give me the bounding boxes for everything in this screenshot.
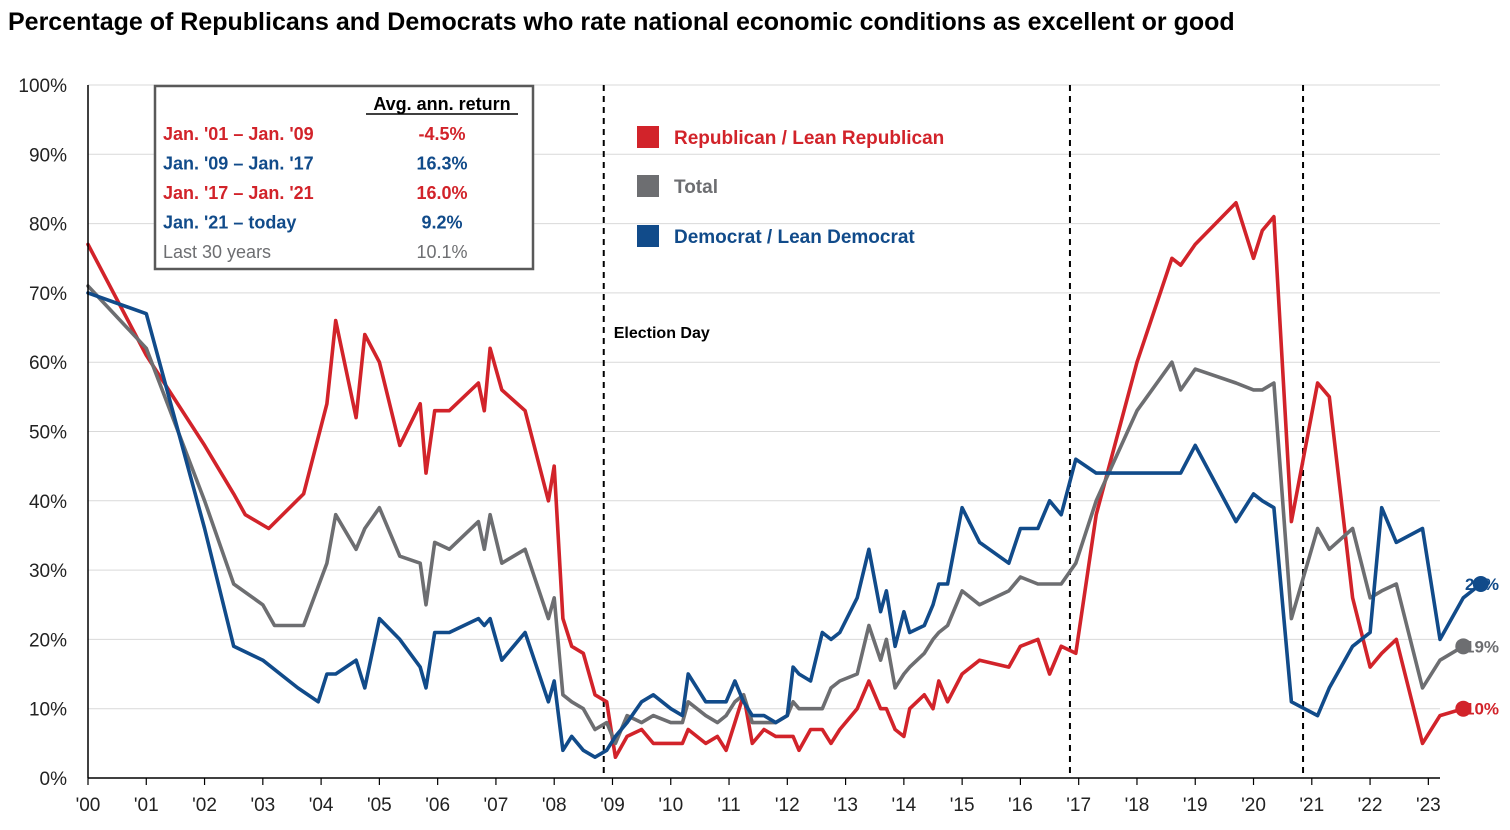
y-tick-label: 30% [29, 561, 67, 582]
x-tick-label: '23 [1416, 795, 1441, 816]
x-tick-label: '05 [367, 795, 392, 816]
y-tick-label: 80% [29, 215, 67, 236]
x-tick-label: '09 [600, 795, 625, 816]
total-line [86, 284, 1466, 746]
x-tick-label: '10 [658, 795, 683, 816]
returns-period: Jan. '21 – today [163, 213, 296, 233]
republican-end-point [1455, 700, 1472, 717]
election-day-label: Election Day [614, 325, 710, 342]
election-markers: Election Day [602, 85, 1305, 778]
x-tick-label: '11 [717, 795, 740, 816]
returns-value: -4.5% [418, 124, 465, 144]
democrat-line [86, 291, 1483, 759]
total-legend-label: Total [674, 177, 718, 198]
x-tick-label: '00 [76, 795, 101, 816]
democrat-end-point [1472, 575, 1489, 592]
democrat-legend-swatch [637, 225, 659, 247]
total-end-label: 19% [1465, 637, 1499, 656]
x-tick-label: '02 [192, 795, 217, 816]
x-tick-label: '03 [250, 795, 275, 816]
x-tick-label: '13 [833, 795, 858, 816]
x-tick-label: '19 [1183, 795, 1208, 816]
returns-value: 10.1% [416, 242, 467, 262]
x-tick-label: '12 [775, 795, 800, 816]
y-tick-label: 100% [18, 76, 67, 97]
y-tick-label: 10% [29, 700, 67, 721]
returns-value: 16.3% [416, 154, 467, 174]
x-tick-label: '04 [309, 795, 334, 816]
returns-table-box [153, 84, 535, 271]
x-tick-label: '06 [425, 795, 450, 816]
republican-legend-swatch [637, 126, 659, 148]
y-tick-label: 40% [29, 492, 67, 513]
x-tick-label: '01 [134, 795, 159, 816]
x-tick-label: '17 [1066, 795, 1091, 816]
returns-table-header: Avg. ann. return [373, 94, 510, 114]
returns-value: 9.2% [421, 213, 462, 233]
total-end-point [1455, 638, 1472, 655]
x-tick-label: '22 [1358, 795, 1383, 816]
returns-table: Avg. ann. return Jan. '01 – Jan. '09 -4.5%… [153, 84, 535, 271]
total-legend-swatch [637, 175, 659, 197]
returns-period: Jan. '09 – Jan. '17 [163, 154, 314, 174]
legend: Republican / Lean Republican Total Democra… [637, 126, 944, 248]
democrat-legend-label: Democrat / Lean Democrat [674, 227, 915, 248]
x-tick-label: '08 [542, 795, 567, 816]
republican-line [86, 201, 1466, 759]
y-tick-label: 60% [29, 353, 67, 374]
y-tick-label: 0% [40, 769, 68, 790]
axes: 0% 10% 20% 30% 40% 50% 60% 70% 80% 90% 100% '00 '01 '… [18, 76, 1440, 816]
chart-title: Percentage of Republicans and Democrats … [8, 8, 1235, 36]
y-tick-label: 90% [29, 145, 67, 166]
series-lines: 10% 19% 28% [86, 201, 1499, 759]
x-tick-label: '21 [1299, 795, 1324, 816]
democrat-end-label: 28% [1465, 575, 1499, 594]
returns-value: 16.0% [416, 183, 467, 203]
x-tick-label: '15 [950, 795, 975, 816]
y-tick-label: 20% [29, 630, 67, 651]
x-tick-label: '14 [891, 795, 916, 816]
returns-period: Jan. '17 – Jan. '21 [163, 183, 314, 203]
y-tick-label: 50% [29, 423, 67, 444]
y-tick-label: 70% [29, 284, 67, 305]
x-tick-label: '16 [1008, 795, 1033, 816]
republican-end-label: 10% [1465, 700, 1499, 719]
x-tick-label: '20 [1241, 795, 1266, 816]
returns-period: Jan. '01 – Jan. '09 [163, 124, 314, 144]
x-tick-label: '07 [484, 795, 509, 816]
republican-legend-label: Republican / Lean Republican [674, 128, 944, 149]
returns-period: Last 30 years [163, 242, 271, 262]
x-tick-label: '18 [1125, 795, 1150, 816]
